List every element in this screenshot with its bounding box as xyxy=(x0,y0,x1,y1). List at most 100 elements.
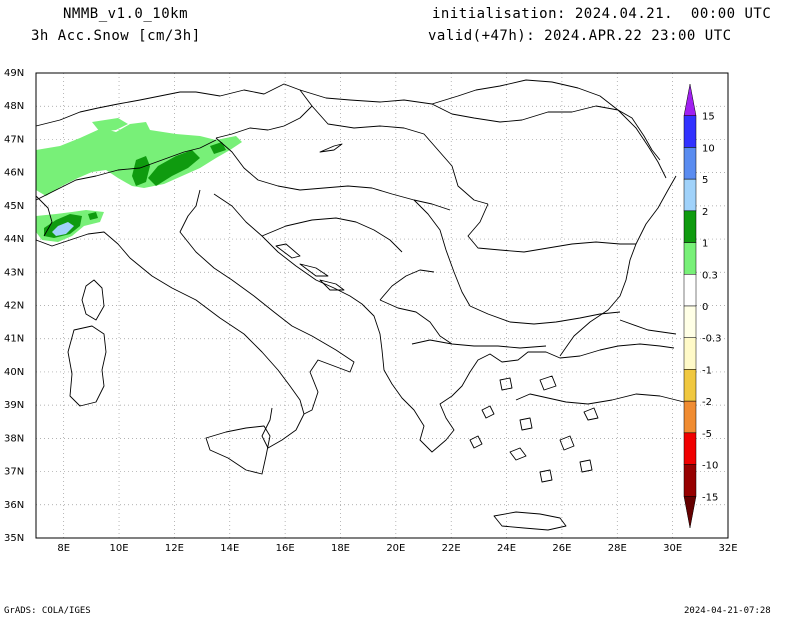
valid-time: valid(+47h): 2024.APR.22 23:00 UTC xyxy=(428,28,732,44)
island-adriatic-2 xyxy=(299,263,329,277)
lat-axis-labels: 49N 48N 47N 46N 45N 44N 43N 42N 41N 40N 39N 38N 37N 3… xyxy=(4,68,24,544)
snow-area-heavy-ligurian xyxy=(52,222,74,236)
colorbar-label: -10 xyxy=(702,461,718,472)
lon-tick-label: 14E xyxy=(220,543,239,554)
coastlines-and-borders xyxy=(35,79,685,531)
coastline-turkey xyxy=(515,393,685,405)
colorbar-label: -2 xyxy=(702,397,712,408)
colorbar-swatch xyxy=(683,178,697,212)
lat-tick-label: 36N xyxy=(4,500,24,511)
island-aegean-1 xyxy=(481,405,495,419)
border-austria-north xyxy=(195,83,313,139)
island-adriatic-3 xyxy=(319,279,345,291)
border-macedonia-albania xyxy=(379,299,453,345)
lat-tick-label: 48N xyxy=(4,101,24,112)
coastline-balkan-west xyxy=(213,193,675,453)
island-aegean-5 xyxy=(469,435,483,449)
island-adriatic-1 xyxy=(275,243,301,259)
lat-tick-label: 42N xyxy=(4,301,24,312)
coastline-sicily xyxy=(205,425,271,475)
border-greece-north xyxy=(411,339,547,349)
lon-tick-label: 8E xyxy=(57,543,70,554)
colorbar-swatch xyxy=(683,274,697,307)
lon-tick-label: 22E xyxy=(442,543,461,554)
border-hungary-romania xyxy=(311,105,489,205)
colorbar-label: 0 xyxy=(702,302,708,313)
snow-area-light-north xyxy=(92,118,128,132)
border-serbia xyxy=(413,199,471,307)
coastline-black-sea xyxy=(559,175,677,357)
coastline-crete xyxy=(493,511,567,531)
lon-tick-label: 10E xyxy=(110,543,129,554)
lat-tick-label: 41N xyxy=(4,334,24,345)
lat-tick-label: 40N xyxy=(4,367,24,378)
lat-tick-label: 39N xyxy=(4,400,24,411)
lake-balaton xyxy=(319,143,343,153)
colorbar-swatch xyxy=(683,464,697,497)
colorbar-swatch xyxy=(683,337,697,370)
snow-area-medium-small xyxy=(210,142,226,154)
lon-tick-label: 24E xyxy=(497,543,516,554)
lat-tick-label: 44N xyxy=(4,234,24,245)
coastline-italy-west xyxy=(35,231,305,449)
colorbar-swatch xyxy=(683,496,697,529)
colorbar-label: 1 xyxy=(702,239,708,250)
island-aegean-10 xyxy=(539,469,553,483)
colorbar-label: 10 xyxy=(702,143,715,154)
island-aegean-2 xyxy=(519,417,533,431)
colorbar-label: -15 xyxy=(702,492,718,503)
colorbar-label: 0.3 xyxy=(702,270,718,281)
lat-tick-label: 43N xyxy=(4,267,24,278)
border-bulgaria-south xyxy=(469,305,621,325)
coastline-corsica xyxy=(81,279,105,321)
field-title: 3h Acc.Snow [cm/3h] xyxy=(31,28,201,44)
snow-fields xyxy=(36,118,242,242)
border-bosnia xyxy=(261,217,403,253)
model-title: NMMB_v1.0_10km xyxy=(63,6,189,22)
lon-tick-label: 28E xyxy=(608,543,627,554)
coastline-sardinia xyxy=(67,325,107,407)
snow-area-medium-spot xyxy=(88,212,98,220)
border-france-italy xyxy=(35,195,53,237)
island-aegean-4 xyxy=(499,377,513,391)
colorbar-label: -0.3 xyxy=(702,334,722,345)
colorbar-swatch xyxy=(683,147,697,180)
border-ukraine-moldova xyxy=(617,109,661,161)
lon-tick-label: 32E xyxy=(718,543,737,554)
colorbar-swatch xyxy=(683,305,697,338)
colorbar-swatch xyxy=(683,210,697,243)
border-slovenia-croatia xyxy=(215,137,451,211)
colorbar-swatch xyxy=(683,242,697,275)
lat-tick-label: 38N xyxy=(4,433,24,444)
map-frame xyxy=(35,72,729,539)
colorbar: 15 10 5 2 1 0.3 0 -0.3 -1 -2 -5 -10 -15 xyxy=(683,83,722,529)
island-aegean-9 xyxy=(579,459,593,473)
border-romania-bulgaria xyxy=(467,203,636,253)
lat-tick-label: 45N xyxy=(4,201,24,212)
colorbar-label: -5 xyxy=(702,429,712,440)
border-romania-ukraine xyxy=(431,103,667,179)
lat-tick-label: 49N xyxy=(4,68,24,79)
lon-tick-label: 26E xyxy=(552,543,571,554)
border-italy-alps xyxy=(35,139,217,201)
snow-area-medium-west xyxy=(132,156,150,186)
coastline-black-sea-south xyxy=(619,319,677,335)
snow-area-medium-east xyxy=(148,150,200,186)
colorbar-label: 5 xyxy=(702,175,708,186)
colorbar-swatch xyxy=(683,115,697,148)
lat-tick-label: 46N xyxy=(4,168,24,179)
lon-tick-label: 20E xyxy=(386,543,405,554)
colorbar-label: -1 xyxy=(702,365,712,376)
colorbar-swatch xyxy=(683,400,697,434)
colorbar-label: 15 xyxy=(702,112,715,123)
lon-tick-label: 18E xyxy=(331,543,350,554)
colorbar-swatch xyxy=(683,432,697,465)
island-aegean-8 xyxy=(583,407,599,421)
init-time: initialisation: 2024.04.21. 00:00 UTC xyxy=(432,6,772,22)
lon-tick-label: 30E xyxy=(663,543,682,554)
coastline-italy-east xyxy=(179,189,355,415)
lon-tick-label: 16E xyxy=(276,543,295,554)
colorbar-label: 2 xyxy=(702,207,708,218)
border-montenegro-kosovo xyxy=(379,269,435,301)
